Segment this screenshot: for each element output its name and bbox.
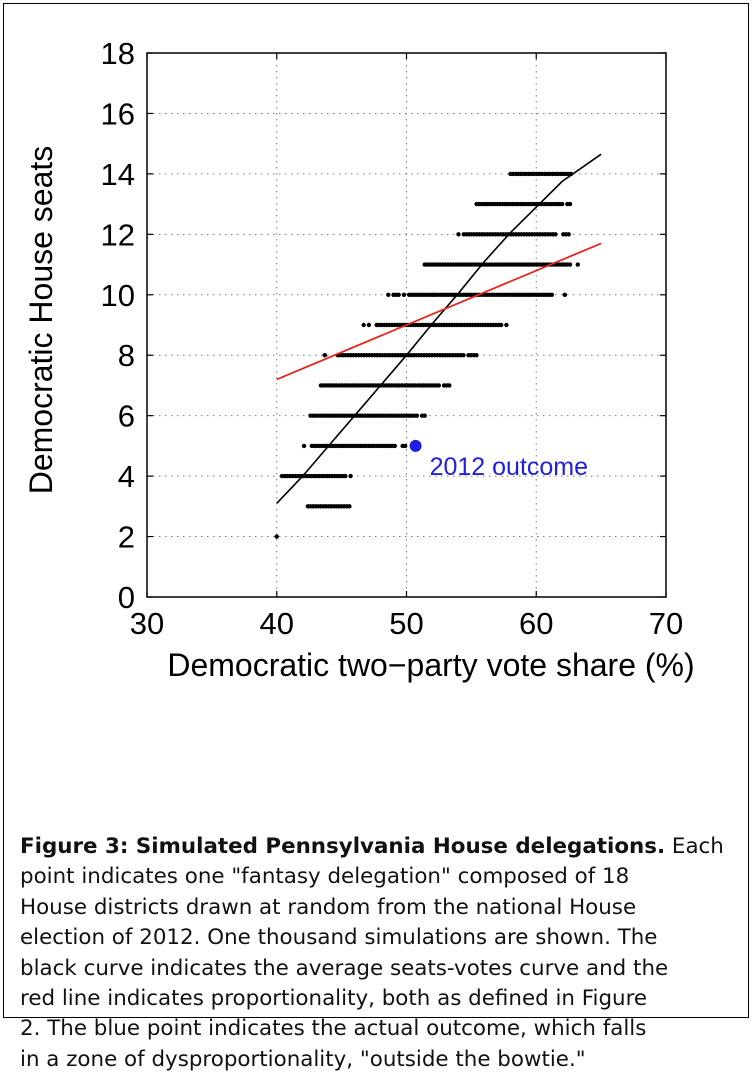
y-tick-label: 8	[118, 338, 135, 373]
caption-line: Each	[665, 834, 724, 859]
figure-frame	[3, 3, 749, 1018]
simulation-point	[447, 383, 452, 388]
y-tick-label: 18	[101, 36, 135, 71]
simulation-point	[414, 413, 420, 418]
simulation-point	[386, 292, 391, 297]
simulation-point	[474, 353, 479, 358]
proportionality-line	[276, 242, 602, 381]
outcome-point	[409, 439, 422, 452]
y-axis-label: Democratic House seats	[23, 146, 59, 495]
y-tick-label: 0	[118, 580, 135, 615]
simulation-point	[401, 292, 407, 297]
simulation-point	[403, 443, 408, 449]
y-tick-label: 6	[118, 399, 135, 434]
y-tick-label: 2	[118, 520, 135, 555]
simulation-point	[575, 262, 580, 267]
simulation-point	[347, 504, 352, 509]
simulation-point	[567, 262, 573, 267]
caption-line: red line indicates proportionality, both…	[20, 986, 648, 1012]
x-axis-label: Democratic two−party vote share (%)	[167, 647, 694, 683]
caption-line: in a zone of dysproportionality, "outsid…	[20, 1046, 586, 1072]
simulation-point	[567, 201, 573, 207]
simulation-point	[549, 292, 554, 297]
simulation-point	[322, 353, 327, 358]
simulation-point	[274, 534, 279, 539]
y-tick-label: 12	[101, 217, 135, 252]
simulation-point	[553, 232, 558, 237]
simulation-points	[274, 171, 580, 539]
y-tick-label: 10	[101, 278, 135, 313]
seats-votes-curve	[276, 153, 602, 504]
simulation-point	[301, 443, 307, 449]
figure-caption: Figure 3: Simulated Pennsylvania House d…	[20, 832, 732, 1075]
simulation-point	[499, 322, 504, 328]
simulation-point	[566, 232, 571, 237]
x-tick-label: 40	[260, 606, 294, 641]
x-tick-label: 60	[519, 606, 553, 641]
tick-labels: 30 40 50 60 70 0 2 4 6 8 10 12 14 16 18	[101, 36, 684, 641]
simulation-point	[348, 473, 353, 479]
simulation-point	[396, 292, 401, 297]
plot-area-box	[146, 52, 667, 598]
simulation-point	[392, 443, 397, 449]
y-tick-label: 16	[101, 96, 135, 131]
caption-line: 2. The blue point indicates the actual o…	[20, 1016, 647, 1042]
caption-line: election of 2012. One thousand simulatio…	[20, 925, 658, 951]
simulation-point	[562, 292, 567, 297]
caption-title: Figure 3: Simulated Pennsylvania House d…	[20, 834, 666, 859]
x-tick-label: 50	[389, 606, 423, 641]
caption-line: House districts drawn at random from the…	[20, 894, 637, 920]
simulation-point	[560, 201, 565, 207]
simulation-point	[461, 353, 466, 358]
simulation-point	[456, 232, 461, 237]
outcome-label: 2012 outcome	[430, 453, 588, 481]
y-tick-label: 4	[118, 459, 135, 494]
simulation-point	[504, 322, 509, 328]
x-tick-label: 30	[130, 606, 164, 641]
caption-line: point indicates one "fantasy delegation"…	[20, 864, 630, 890]
curve-lines	[276, 153, 602, 504]
simulation-point	[366, 322, 372, 328]
caption-line: black curve indicates the average seats-…	[20, 955, 669, 981]
x-tick-label: 70	[649, 606, 683, 641]
simulation-point	[361, 322, 366, 328]
simulation-point	[343, 473, 348, 479]
simulation-point	[422, 413, 427, 418]
y-tick-label: 14	[101, 157, 135, 192]
simulation-point	[436, 383, 441, 388]
scatter-chart: 30 40 50 60 70 0 2 4 6 8 10 12 14 16 18 2012 outcome D…	[23, 36, 695, 683]
